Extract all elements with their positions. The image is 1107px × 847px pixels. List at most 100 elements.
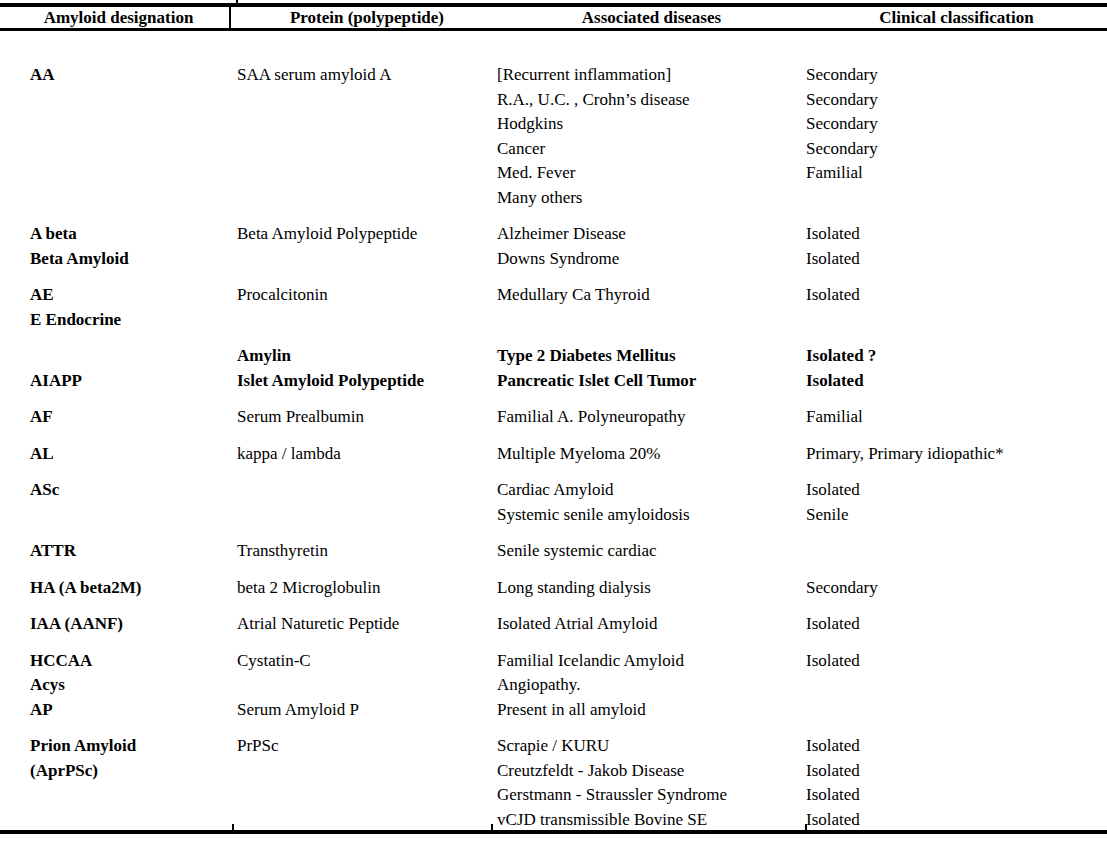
table-group: ASc Cardiac Amyloid Isolated Systemic se… (0, 478, 1107, 527)
table-header-row: Amyloid designation Protein (polypeptide… (0, 7, 1107, 28)
cell-associated-disease: Downs Syndrome (497, 247, 806, 272)
cell-amyloid-designation: AF (0, 405, 237, 430)
cell-clinical-classification: Isolated (806, 783, 1107, 808)
cell-protein (237, 673, 497, 698)
cell-associated-disease: Hodgkins (497, 112, 806, 137)
table-bottom-rule (0, 830, 1107, 834)
table-row: A beta Beta Amyloid Polypeptide Alzheime… (0, 222, 1107, 247)
cell-clinical-classification: Isolated (806, 808, 1107, 833)
cell-protein: Serum Amyloid P (237, 698, 497, 723)
cell-associated-disease: Scrapie / KURU (497, 734, 806, 759)
header-underline-rule (0, 28, 1107, 31)
cell-protein: Beta Amyloid Polypeptide (237, 222, 497, 247)
cell-protein: Transthyretin (237, 539, 497, 564)
cell-protein: beta 2 Microglobulin (237, 576, 497, 601)
table-row: HCCAA Cystatin-C Familial Icelandic Amyl… (0, 649, 1107, 674)
cell-associated-disease: Creutzfeldt - Jakob Disease (497, 759, 806, 784)
cell-amyloid-designation: Beta Amyloid (0, 247, 237, 272)
document-page: Amyloid designation Protein (polypeptide… (0, 0, 1107, 847)
cell-amyloid-designation: IAA (AANF) (0, 612, 237, 637)
cell-amyloid-designation (0, 808, 237, 833)
cell-clinical-classification: Secondary (806, 112, 1107, 137)
cell-clinical-classification: Secondary (806, 576, 1107, 601)
cell-clinical-classification: Senile (806, 503, 1107, 528)
column-header-protein: Protein (polypeptide) (237, 7, 497, 28)
table-group: AL kappa / lambda Multiple Myeloma 20% P… (0, 442, 1107, 467)
cell-amyloid-designation: HA (A beta2M) (0, 576, 237, 601)
cell-clinical-classification (806, 698, 1107, 723)
cell-protein (237, 808, 497, 833)
table-row: Med. Fever Familial (0, 161, 1107, 186)
cell-amyloid-designation (0, 503, 237, 528)
table-row: Cancer Secondary (0, 137, 1107, 162)
cell-protein (237, 783, 497, 808)
cell-associated-disease: Familial Icelandic Amyloid (497, 649, 806, 674)
cell-protein: Procalcitonin (237, 283, 497, 308)
cell-associated-disease (497, 308, 806, 333)
cell-associated-disease: vCJD transmissible Bovine SE (497, 808, 806, 833)
table-body: AA SAA serum amyloid A [Recurrent inflam… (0, 63, 1107, 832)
cell-clinical-classification (806, 308, 1107, 333)
cell-protein: Serum Prealbumin (237, 405, 497, 430)
cell-associated-disease: Senile systemic cardiac (497, 539, 806, 564)
table-group: AF Serum Prealbumin Familial A. Polyneur… (0, 405, 1107, 430)
table-row: Many others (0, 186, 1107, 211)
table-row: ATTR Transthyretin Senile systemic cardi… (0, 539, 1107, 564)
cell-amyloid-designation (0, 783, 237, 808)
column-header-clinical-classification: Clinical classification (806, 7, 1107, 28)
table-group: HCCAA Cystatin-C Familial Icelandic Amyl… (0, 649, 1107, 723)
table-row: AF Serum Prealbumin Familial A. Polyneur… (0, 405, 1107, 430)
cell-amyloid-designation: AE (0, 283, 237, 308)
cell-protein (237, 247, 497, 272)
cell-protein (237, 88, 497, 113)
cell-clinical-classification: Secondary (806, 88, 1107, 113)
table-row: Beta Amyloid Downs Syndrome Isolated (0, 247, 1107, 272)
cell-amyloid-designation: E Endocrine (0, 308, 237, 333)
cell-clinical-classification: Isolated ? (806, 344, 1107, 369)
cell-associated-disease: Pancreatic Islet Cell Tumor (497, 369, 806, 394)
cell-protein (237, 137, 497, 162)
cell-associated-disease: R.A., U.C. , Crohn’s disease (497, 88, 806, 113)
cell-clinical-classification: Isolated (806, 649, 1107, 674)
cell-clinical-classification: Isolated (806, 283, 1107, 308)
cell-clinical-classification: Isolated (806, 369, 1107, 394)
cell-amyloid-designation (0, 186, 237, 211)
cell-amyloid-designation: HCCAA (0, 649, 237, 674)
column-header-associated-diseases: Associated diseases (497, 7, 806, 28)
cell-clinical-classification: Isolated (806, 612, 1107, 637)
cell-amyloid-designation (0, 112, 237, 137)
cell-amyloid-designation: A beta (0, 222, 237, 247)
cell-associated-disease: Isolated Atrial Amyloid (497, 612, 806, 637)
cell-associated-disease: Systemic senile amyloidosis (497, 503, 806, 528)
cell-associated-disease: Cardiac Amyloid (497, 478, 806, 503)
cell-amyloid-designation: AL (0, 442, 237, 467)
cell-protein (237, 503, 497, 528)
table-row: HA (A beta2M) beta 2 Microglobulin Long … (0, 576, 1107, 601)
cell-associated-disease: Type 2 Diabetes Mellitus (497, 344, 806, 369)
table-row: Systemic senile amyloidosis Senile (0, 503, 1107, 528)
cell-protein: Amylin (237, 344, 497, 369)
cell-clinical-classification: Familial (806, 161, 1107, 186)
cell-clinical-classification: Isolated (806, 734, 1107, 759)
cell-amyloid-designation: (AprPSc) (0, 759, 237, 784)
cell-protein (237, 308, 497, 333)
cell-protein: Atrial Naturetic Peptide (237, 612, 497, 637)
table-row: Acys Angiopathy. (0, 673, 1107, 698)
cell-amyloid-designation: AA (0, 63, 237, 88)
cell-amyloid-designation: Prion Amyloid (0, 734, 237, 759)
table-row: IAA (AANF) Atrial Naturetic Peptide Isol… (0, 612, 1107, 637)
cell-protein (237, 759, 497, 784)
bottom-rule-tick-3 (805, 824, 807, 830)
cell-amyloid-designation: ASc (0, 478, 237, 503)
table-row: Prion Amyloid PrPSc Scrapie / KURU Isola… (0, 734, 1107, 759)
table-row: (AprPSc) Creutzfeldt - Jakob Disease Iso… (0, 759, 1107, 784)
table-group: Amylin Type 2 Diabetes Mellitus Isolated… (0, 344, 1107, 393)
cell-associated-disease: Cancer (497, 137, 806, 162)
cell-associated-disease: Alzheimer Disease (497, 222, 806, 247)
cell-protein: Islet Amyloid Polypeptide (237, 369, 497, 394)
cell-associated-disease: Familial A. Polyneuropathy (497, 405, 806, 430)
cell-associated-disease: Long standing dialysis (497, 576, 806, 601)
table-group: IAA (AANF) Atrial Naturetic Peptide Isol… (0, 612, 1107, 637)
cell-amyloid-designation: AP (0, 698, 237, 723)
cell-clinical-classification (806, 539, 1107, 564)
